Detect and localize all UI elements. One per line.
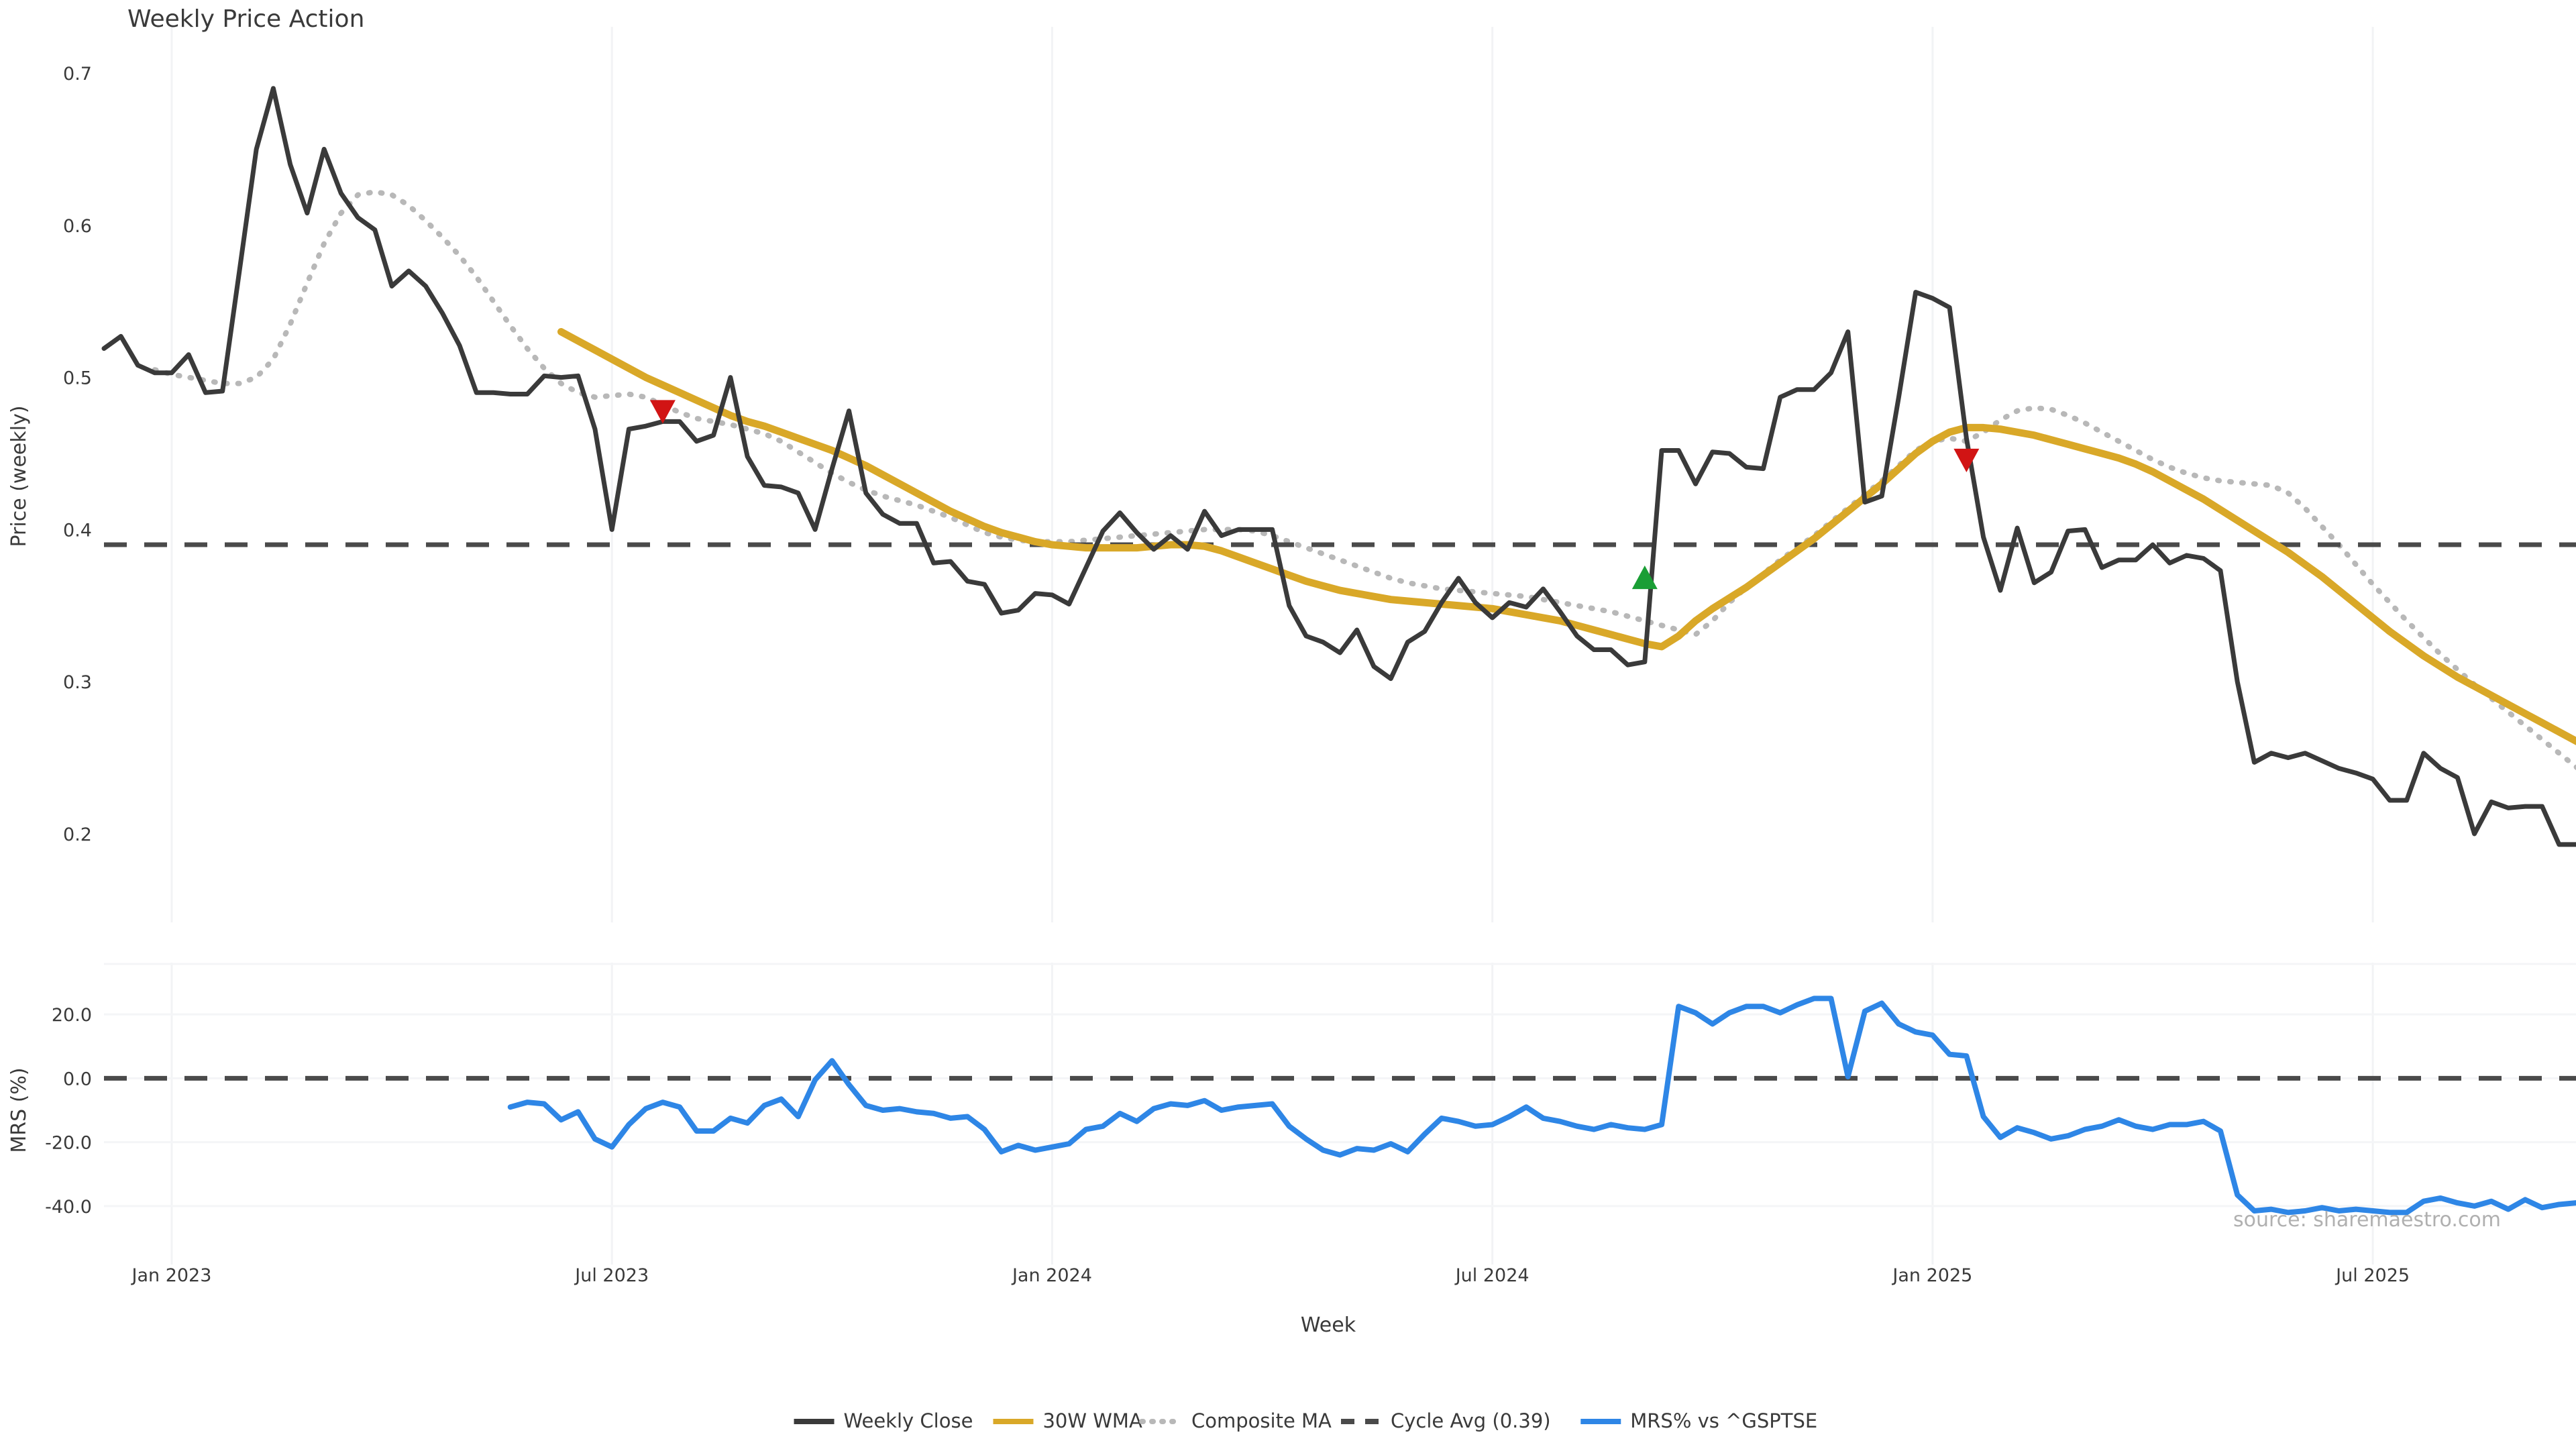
legend-item[interactable]: 30W WMA	[993, 1409, 1142, 1432]
ytick-label-mrs: -40.0	[45, 1197, 92, 1218]
xtick-label: Jan 2025	[1891, 1265, 1972, 1286]
gridlines	[170, 27, 2374, 1265]
ytick-label-price: 0.3	[63, 672, 92, 693]
ytick-label-price: 0.4	[63, 520, 92, 541]
buy-signal-marker	[1631, 565, 1658, 590]
legend: Weekly Close 30W WMA Composite MA Cycle Avg…	[794, 1409, 1817, 1432]
legend-item[interactable]: Composite MA	[1139, 1409, 1332, 1432]
series-mrs	[507, 996, 2576, 1216]
sell-signal-marker	[649, 400, 676, 424]
ytick-label-price: 0.5	[63, 368, 92, 389]
legend-label: Composite MA	[1191, 1409, 1332, 1432]
xtick-label: Jul 2025	[2334, 1265, 2410, 1286]
signal-markers	[649, 400, 1980, 590]
ytick-label-price: 0.6	[63, 216, 92, 237]
legend-label: Weekly Close	[844, 1409, 973, 1432]
axes: 0.7 0.6 0.5 0.4 0.3 0.2 20.0 0.0 -20.0 -40.0 Jan 2…	[7, 5, 2501, 1337]
watermark: source: sharemaestro.com	[2233, 1208, 2501, 1232]
ytick-label-mrs: 20.0	[52, 1005, 92, 1026]
xtick-label: Jan 2023	[130, 1265, 211, 1286]
legend-label: 30W WMA	[1042, 1409, 1142, 1432]
xtick-label: Jan 2024	[1011, 1265, 1092, 1286]
series-composite-ma	[152, 189, 2576, 771]
sell-signal-marker	[1953, 448, 1980, 473]
legend-item[interactable]: Weekly Close	[794, 1409, 973, 1432]
price-series-group	[101, 86, 2576, 847]
legend-label: Cycle Avg (0.39)	[1391, 1409, 1551, 1432]
ytick-label-price: 0.2	[63, 824, 92, 845]
ylabel-price: Price (weekly)	[7, 405, 31, 547]
ytick-label-mrs: -20.0	[45, 1133, 92, 1154]
xtick-label: Jul 2023	[574, 1265, 649, 1286]
chart-title: Weekly Price Action	[127, 5, 364, 33]
xtick-label: Jul 2024	[1454, 1265, 1529, 1286]
xlabel-week: Week	[1301, 1313, 1356, 1337]
ytick-label-price: 0.7	[63, 64, 92, 85]
series-weekly-close	[101, 86, 2576, 847]
legend-label: MRS% vs ^GSPTSE	[1630, 1409, 1817, 1432]
mrs-series-group	[104, 996, 2576, 1216]
legend-item[interactable]: Cycle Avg (0.39)	[1341, 1409, 1551, 1432]
ylabel-mrs: MRS (%)	[7, 1067, 31, 1152]
legend-item[interactable]: MRS% vs ^GSPTSE	[1580, 1409, 1817, 1432]
ytick-label-mrs: 0.0	[63, 1069, 92, 1089]
